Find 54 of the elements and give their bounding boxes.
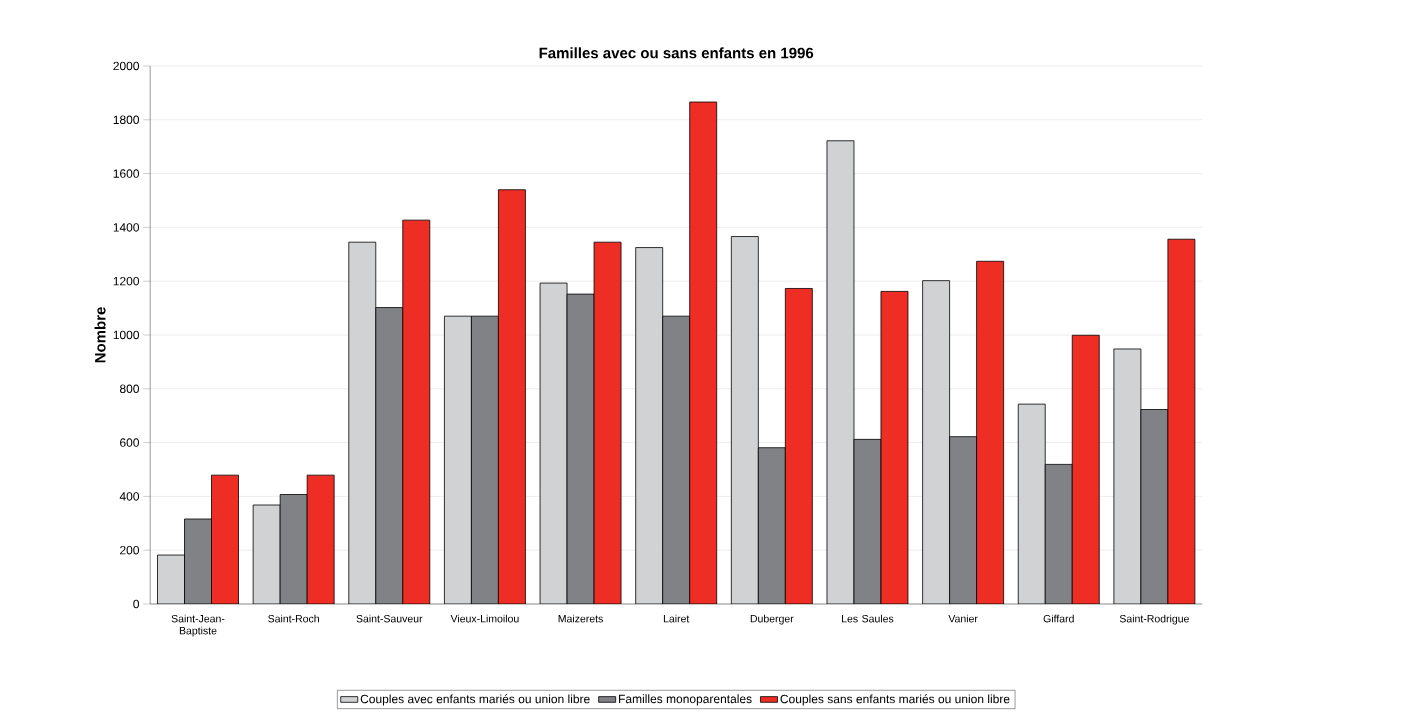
legend-label: Couples avec enfants mariés ou union libre xyxy=(360,694,590,706)
bar xyxy=(1167,238,1196,604)
bar xyxy=(539,282,568,604)
x-tick-label: Saint-Rodrigue xyxy=(1119,614,1189,625)
bar xyxy=(471,315,499,604)
legend-label: Familles monoparentales xyxy=(619,694,752,706)
y-tick-label: 400 xyxy=(119,492,140,501)
bar xyxy=(949,436,978,604)
bar xyxy=(662,315,691,604)
y-tick-label: 1800 xyxy=(113,115,140,125)
bar xyxy=(1140,409,1169,604)
bar xyxy=(402,219,431,604)
x-tick-label: Saint-Roch xyxy=(268,614,319,623)
bar xyxy=(826,140,855,604)
bar xyxy=(279,494,308,604)
bar xyxy=(252,504,281,604)
bar xyxy=(184,518,212,604)
x-tick-label: Saint-Jean-Baptiste xyxy=(171,614,225,637)
y-axis-title: Nombre xyxy=(94,307,106,363)
x-tick-label: Lairet xyxy=(663,614,690,623)
y-tick-label: 1400 xyxy=(113,223,140,232)
x-tick-label: Vanier xyxy=(948,614,978,623)
y-tick-label: 600 xyxy=(120,438,140,447)
bar xyxy=(880,291,909,604)
bar xyxy=(1113,348,1142,604)
bar xyxy=(976,260,1005,604)
bar xyxy=(566,293,595,604)
bar xyxy=(211,474,239,604)
y-tick-label: 800 xyxy=(119,384,140,394)
chart-title: Familles avec ou sans enfants en 1996 xyxy=(539,47,814,59)
bar xyxy=(593,241,622,604)
x-tick-label: Les Saules xyxy=(842,614,894,623)
bar xyxy=(853,438,882,604)
bar xyxy=(306,474,335,604)
y-tick-label: 1200 xyxy=(113,276,140,286)
bar xyxy=(757,447,786,604)
x-tick-label: Maizerets xyxy=(558,614,603,623)
bar xyxy=(498,189,526,604)
bar xyxy=(1071,334,1100,604)
y-tick-label: 0 xyxy=(133,599,140,609)
x-tick-label: Duberger xyxy=(750,614,794,625)
legend-label: Couples sans enfants mariés ou union libre xyxy=(780,694,1010,706)
y-tick-label: 2000 xyxy=(113,61,140,71)
bar xyxy=(375,307,404,604)
y-tick-label: 1600 xyxy=(113,169,140,178)
x-tick-label: Vieux-Limoilou xyxy=(450,614,519,623)
bar xyxy=(689,101,718,604)
bar xyxy=(157,554,185,604)
bar xyxy=(1044,463,1073,604)
bar xyxy=(784,288,813,604)
y-tick-label: 1000 xyxy=(113,330,140,340)
x-tick-label: Saint-Sauveur xyxy=(356,614,423,623)
x-tick-label: Giffard xyxy=(1043,614,1074,623)
y-tick-label: 200 xyxy=(120,545,140,555)
